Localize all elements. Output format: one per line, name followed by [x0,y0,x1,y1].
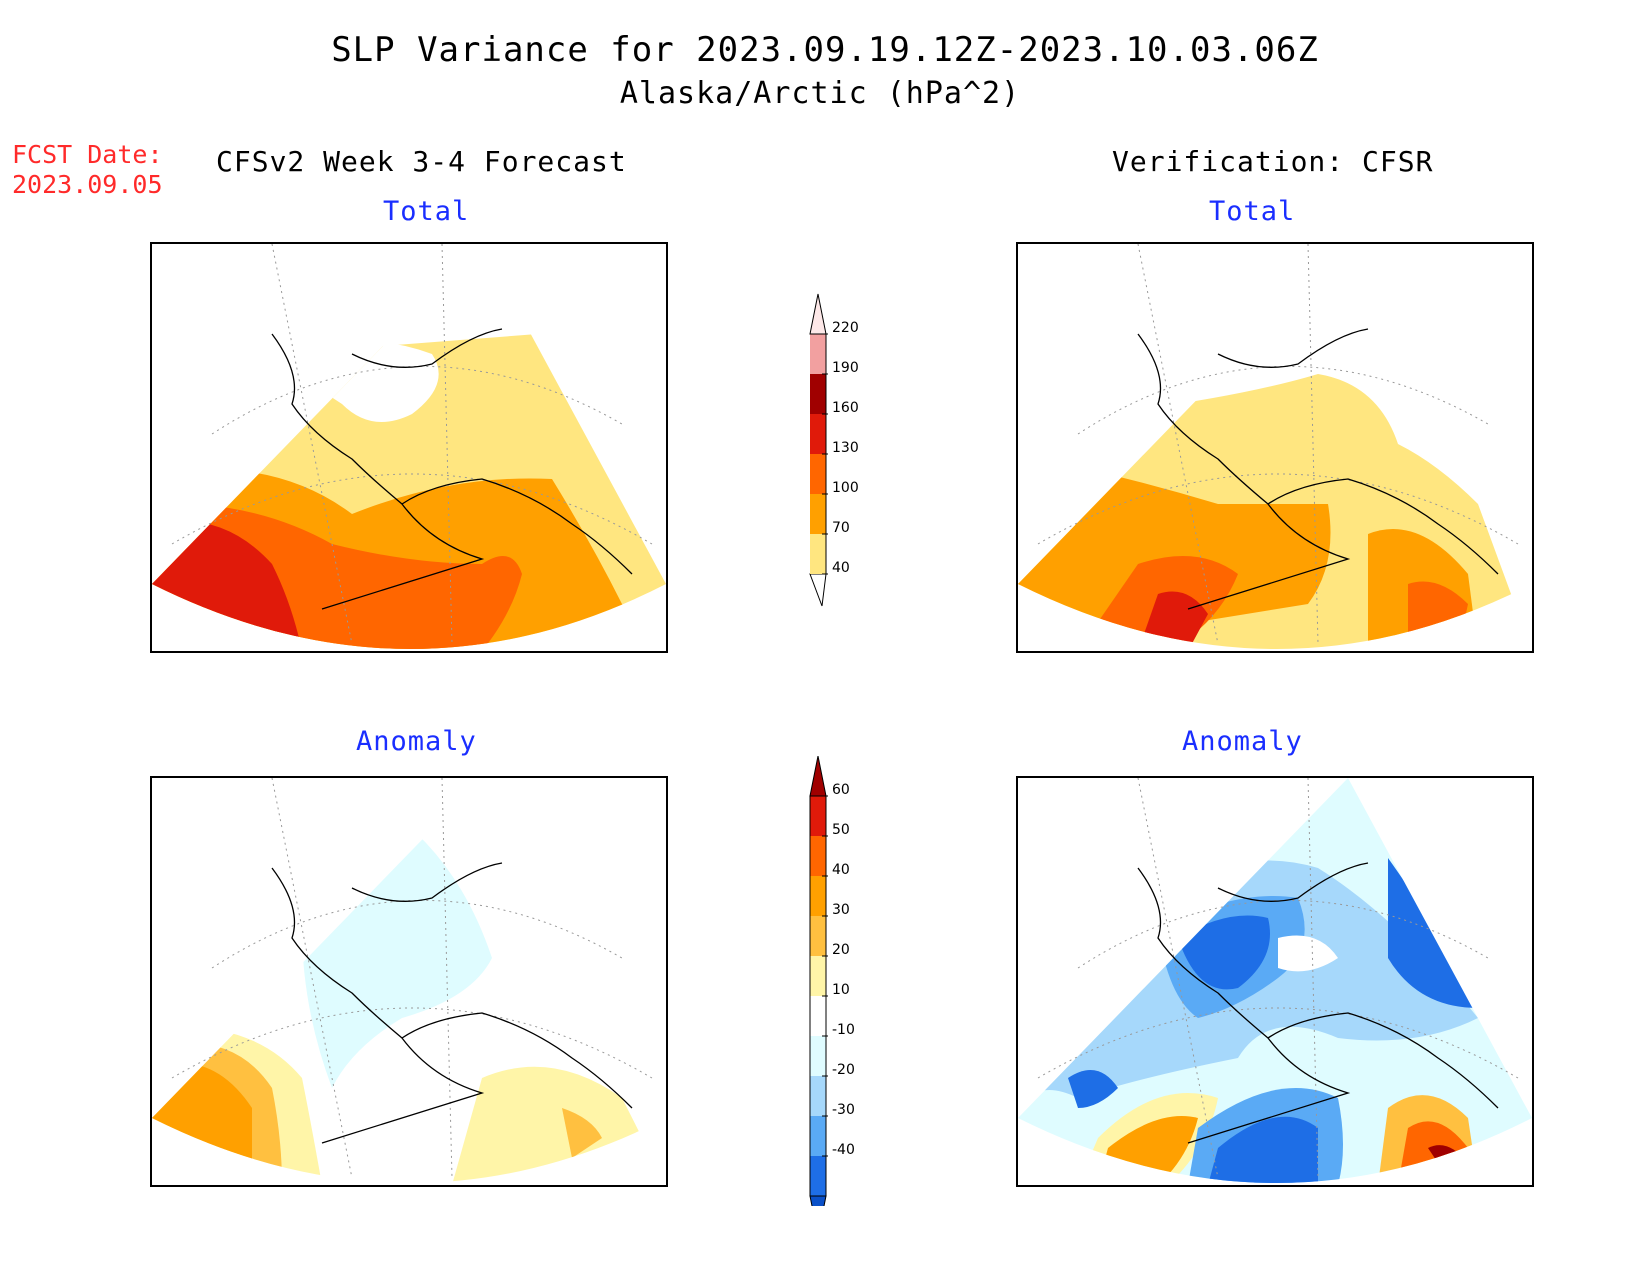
anomaly-colorbar-swatch [810,916,826,956]
total-colorbar-swatch [810,414,826,454]
anomaly-colorbar-swatch [810,956,826,996]
anomaly-colorbar-tick-label: -20 [832,1062,855,1078]
total-colorbar-tick-label: 220 [832,320,859,336]
anomaly-colorbar-tick-label: 30 [832,902,850,918]
anomaly-colorbar-high-wedge [809,756,827,797]
verification-total-label: Total [1209,196,1296,227]
anomaly-colorbar-swatch [810,1036,826,1076]
total-colorbar-low-wedge [809,573,827,607]
anomaly-colorbar-swatch [810,836,826,876]
verification-total-map [1016,242,1534,653]
total-colorbar-high-wedge [809,293,827,335]
total-colorbar-swatch [810,334,826,374]
map-title-line1: SLP Variance for 2023.09.19.12Z-2023.10.… [331,30,1319,70]
total-colorbar: 40 70 100 130 160 190 220 [809,293,859,607]
anomaly-colorbar: 60 50 40 30 20 10 -10 -20 -30 -40 [809,756,855,1206]
total-colorbar-swatch [810,374,826,414]
anomaly-colorbar-tick-label: 20 [832,942,850,958]
anomaly-colorbar-swatch [810,1076,826,1116]
anomaly-colorbar-tick-label: -40 [832,1142,855,1158]
forecast-date-value: 2023.09.05 [12,170,163,199]
forecast-date-label: FCST Date: [12,140,163,169]
total-colorbar-tick-label: 130 [832,440,859,456]
forecast-total-label: Total [383,196,470,227]
total-colorbar-swatch [810,494,826,534]
total-colorbar-tick-label: 40 [832,560,850,576]
anomaly-colorbar-swatch [810,1156,826,1196]
anomaly-colorbar-tick-label: 60 [832,782,850,798]
anomaly-colorbar-swatch [810,1116,826,1156]
total-colorbar-tick-label: 100 [832,480,859,496]
anomaly-colorbar-tick-label: -30 [832,1102,855,1118]
forecast-anomaly-label: Anomaly [356,726,477,757]
anomaly-colorbar-swatch [810,796,826,836]
anomaly-colorbar-tick-label: 10 [832,982,850,998]
map-title-line2: Alaska/Arctic (hPa^2) [619,76,1021,111]
anomaly-colorbar-swatch [810,876,826,916]
verification-column-heading: Verification: CFSR [1112,145,1434,178]
total-colorbar-tick-label: 190 [832,360,859,376]
verification-anomaly-map [1016,776,1534,1187]
forecast-total-map [150,242,668,653]
total-colorbar-tick-label: 70 [832,520,850,536]
anomaly-colorbar-tick-label: -10 [832,1022,855,1038]
total-colorbar-swatch [810,454,826,494]
verification-anomaly-label: Anomaly [1182,726,1303,757]
anomaly-colorbar-swatch [810,996,826,1036]
total-colorbar-tick-label: 160 [832,400,859,416]
anomaly-colorbar-tick-label: 50 [832,822,850,838]
anomaly-colorbar-tick-label: 40 [832,862,850,878]
anomaly-colorbar-low-wedge [809,1195,827,1206]
forecast-column-heading: CFSv2 Week 3-4 Forecast [216,145,627,178]
forecast-anomaly-map [150,776,668,1187]
total-colorbar-swatch [810,534,826,574]
